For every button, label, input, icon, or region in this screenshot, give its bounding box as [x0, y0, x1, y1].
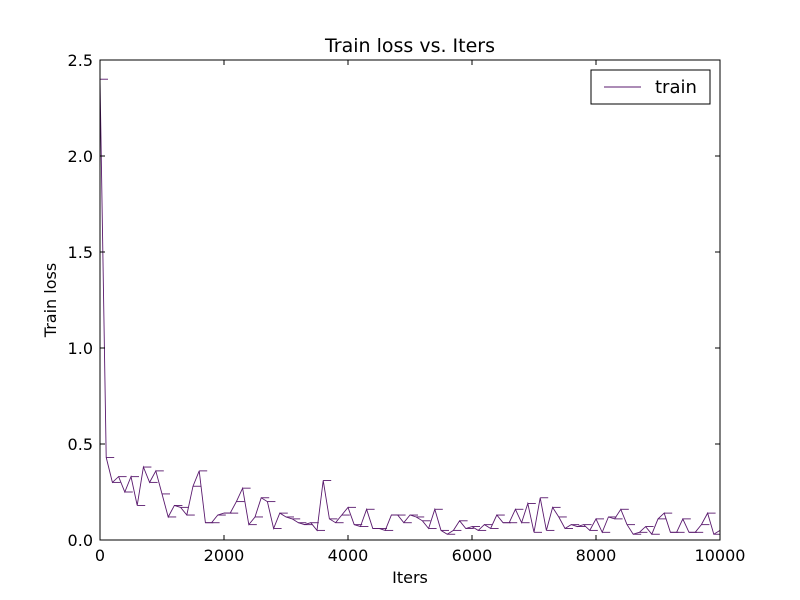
y-tick-label: 0.0 — [68, 531, 93, 550]
y-axis-label: Train loss — [41, 263, 60, 338]
tick-layer: 0 2000 4000 6000 8000 10000 0.0 0.5 1.0 1.5 2.0 2.5 — [68, 51, 746, 565]
x-tick-label: 8000 — [576, 546, 617, 565]
series-layer — [99, 78, 721, 536]
x-tick-label: 4000 — [328, 546, 369, 565]
y-tick-label: 2.5 — [68, 51, 93, 70]
x-tick-label: 0 — [95, 546, 105, 565]
plot-frame — [99, 59, 721, 541]
y-tick-label: 1.0 — [68, 339, 93, 358]
x-tick-label: 6000 — [452, 546, 493, 565]
legend-label-train: train — [655, 77, 697, 98]
x-tick-label: 2000 — [204, 546, 245, 565]
x-axis-label: Iters — [392, 568, 428, 587]
chart-title: Train loss vs. Iters — [324, 35, 495, 57]
y-tick-label: 2.0 — [68, 147, 93, 166]
x-tick-label: 10000 — [695, 546, 746, 565]
legend: train — [590, 69, 711, 105]
y-tick-label: 0.5 — [68, 435, 93, 454]
y-tick-label: 1.5 — [68, 243, 93, 262]
